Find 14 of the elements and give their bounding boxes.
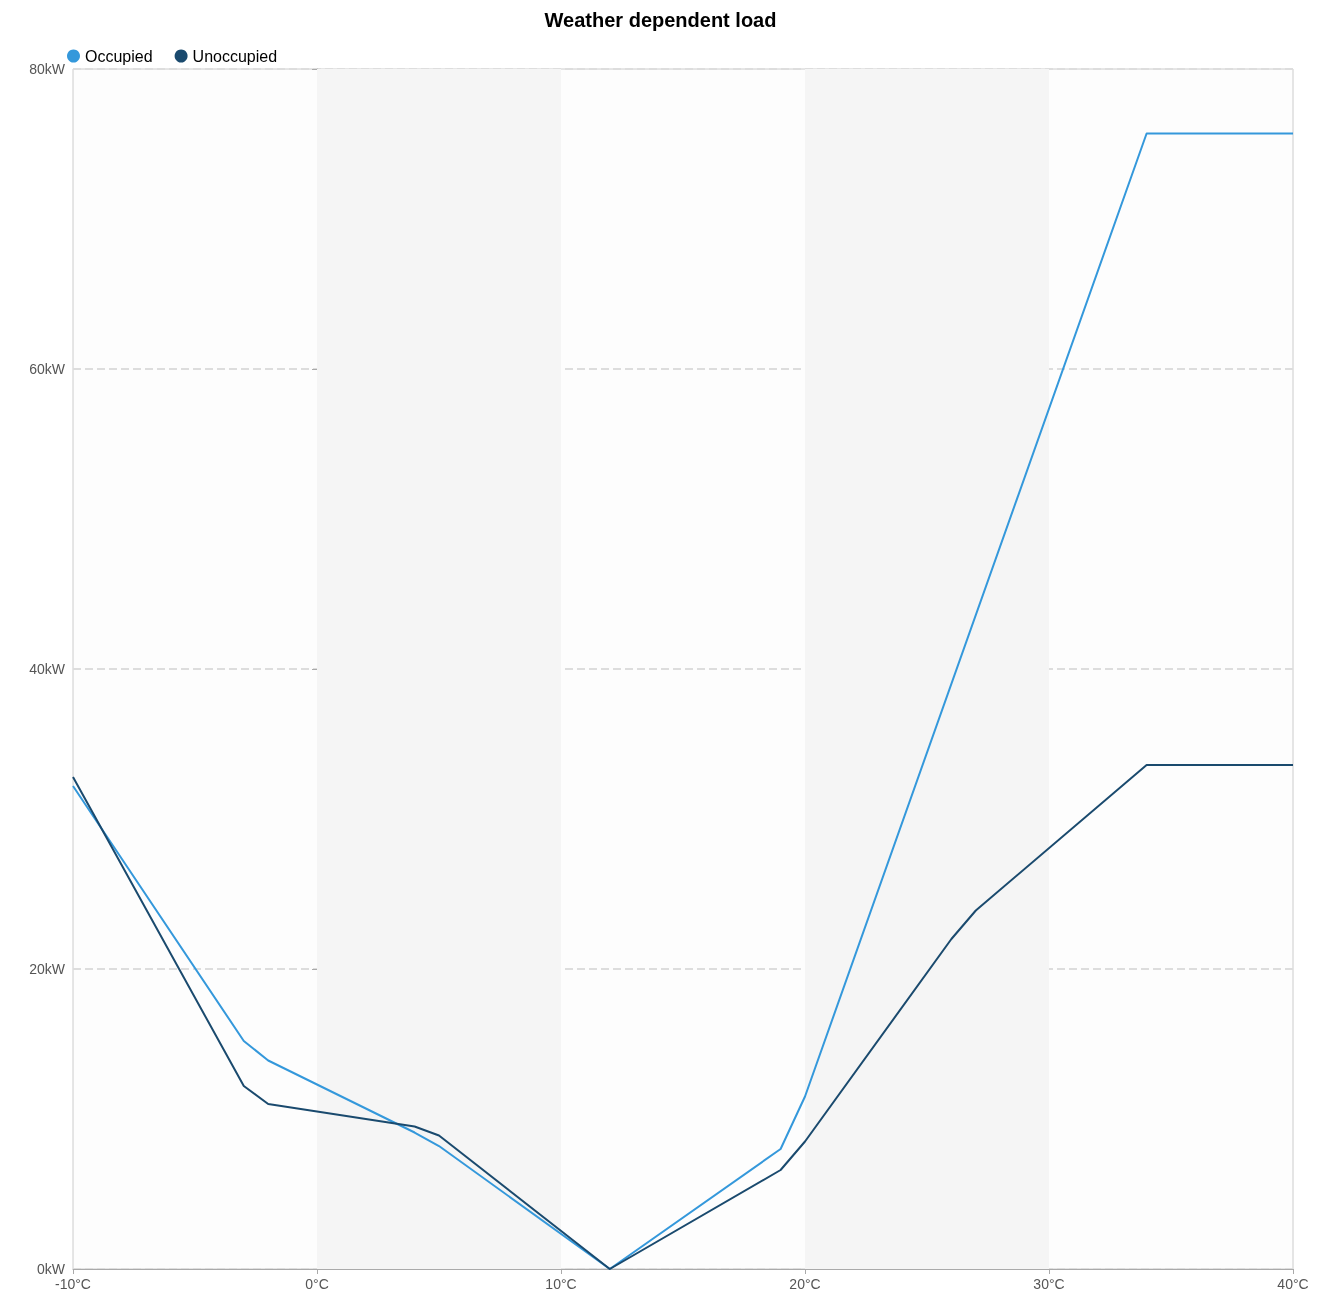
legend-label: Unoccupied bbox=[192, 47, 278, 65]
y-tick-label: 80kW bbox=[29, 61, 66, 77]
x-tick-label: 30°C bbox=[1033, 1276, 1065, 1292]
x-tick-label: 40°C bbox=[1277, 1276, 1309, 1292]
x-tick-label: 10°C bbox=[545, 1276, 577, 1292]
chart-title: Weather dependent load bbox=[544, 9, 777, 31]
y-tick-label: 20kW bbox=[29, 961, 66, 977]
x-tick-label: 0°C bbox=[305, 1276, 329, 1292]
x-tick-label: 20°C bbox=[789, 1276, 821, 1292]
x-tick-label: -10°C bbox=[55, 1276, 91, 1292]
y-tick-label: 40kW bbox=[29, 661, 66, 677]
legend-label: Occupied bbox=[85, 47, 153, 65]
y-tick-label: 0kW bbox=[37, 1261, 66, 1277]
y-tick-label: 60kW bbox=[29, 361, 66, 377]
